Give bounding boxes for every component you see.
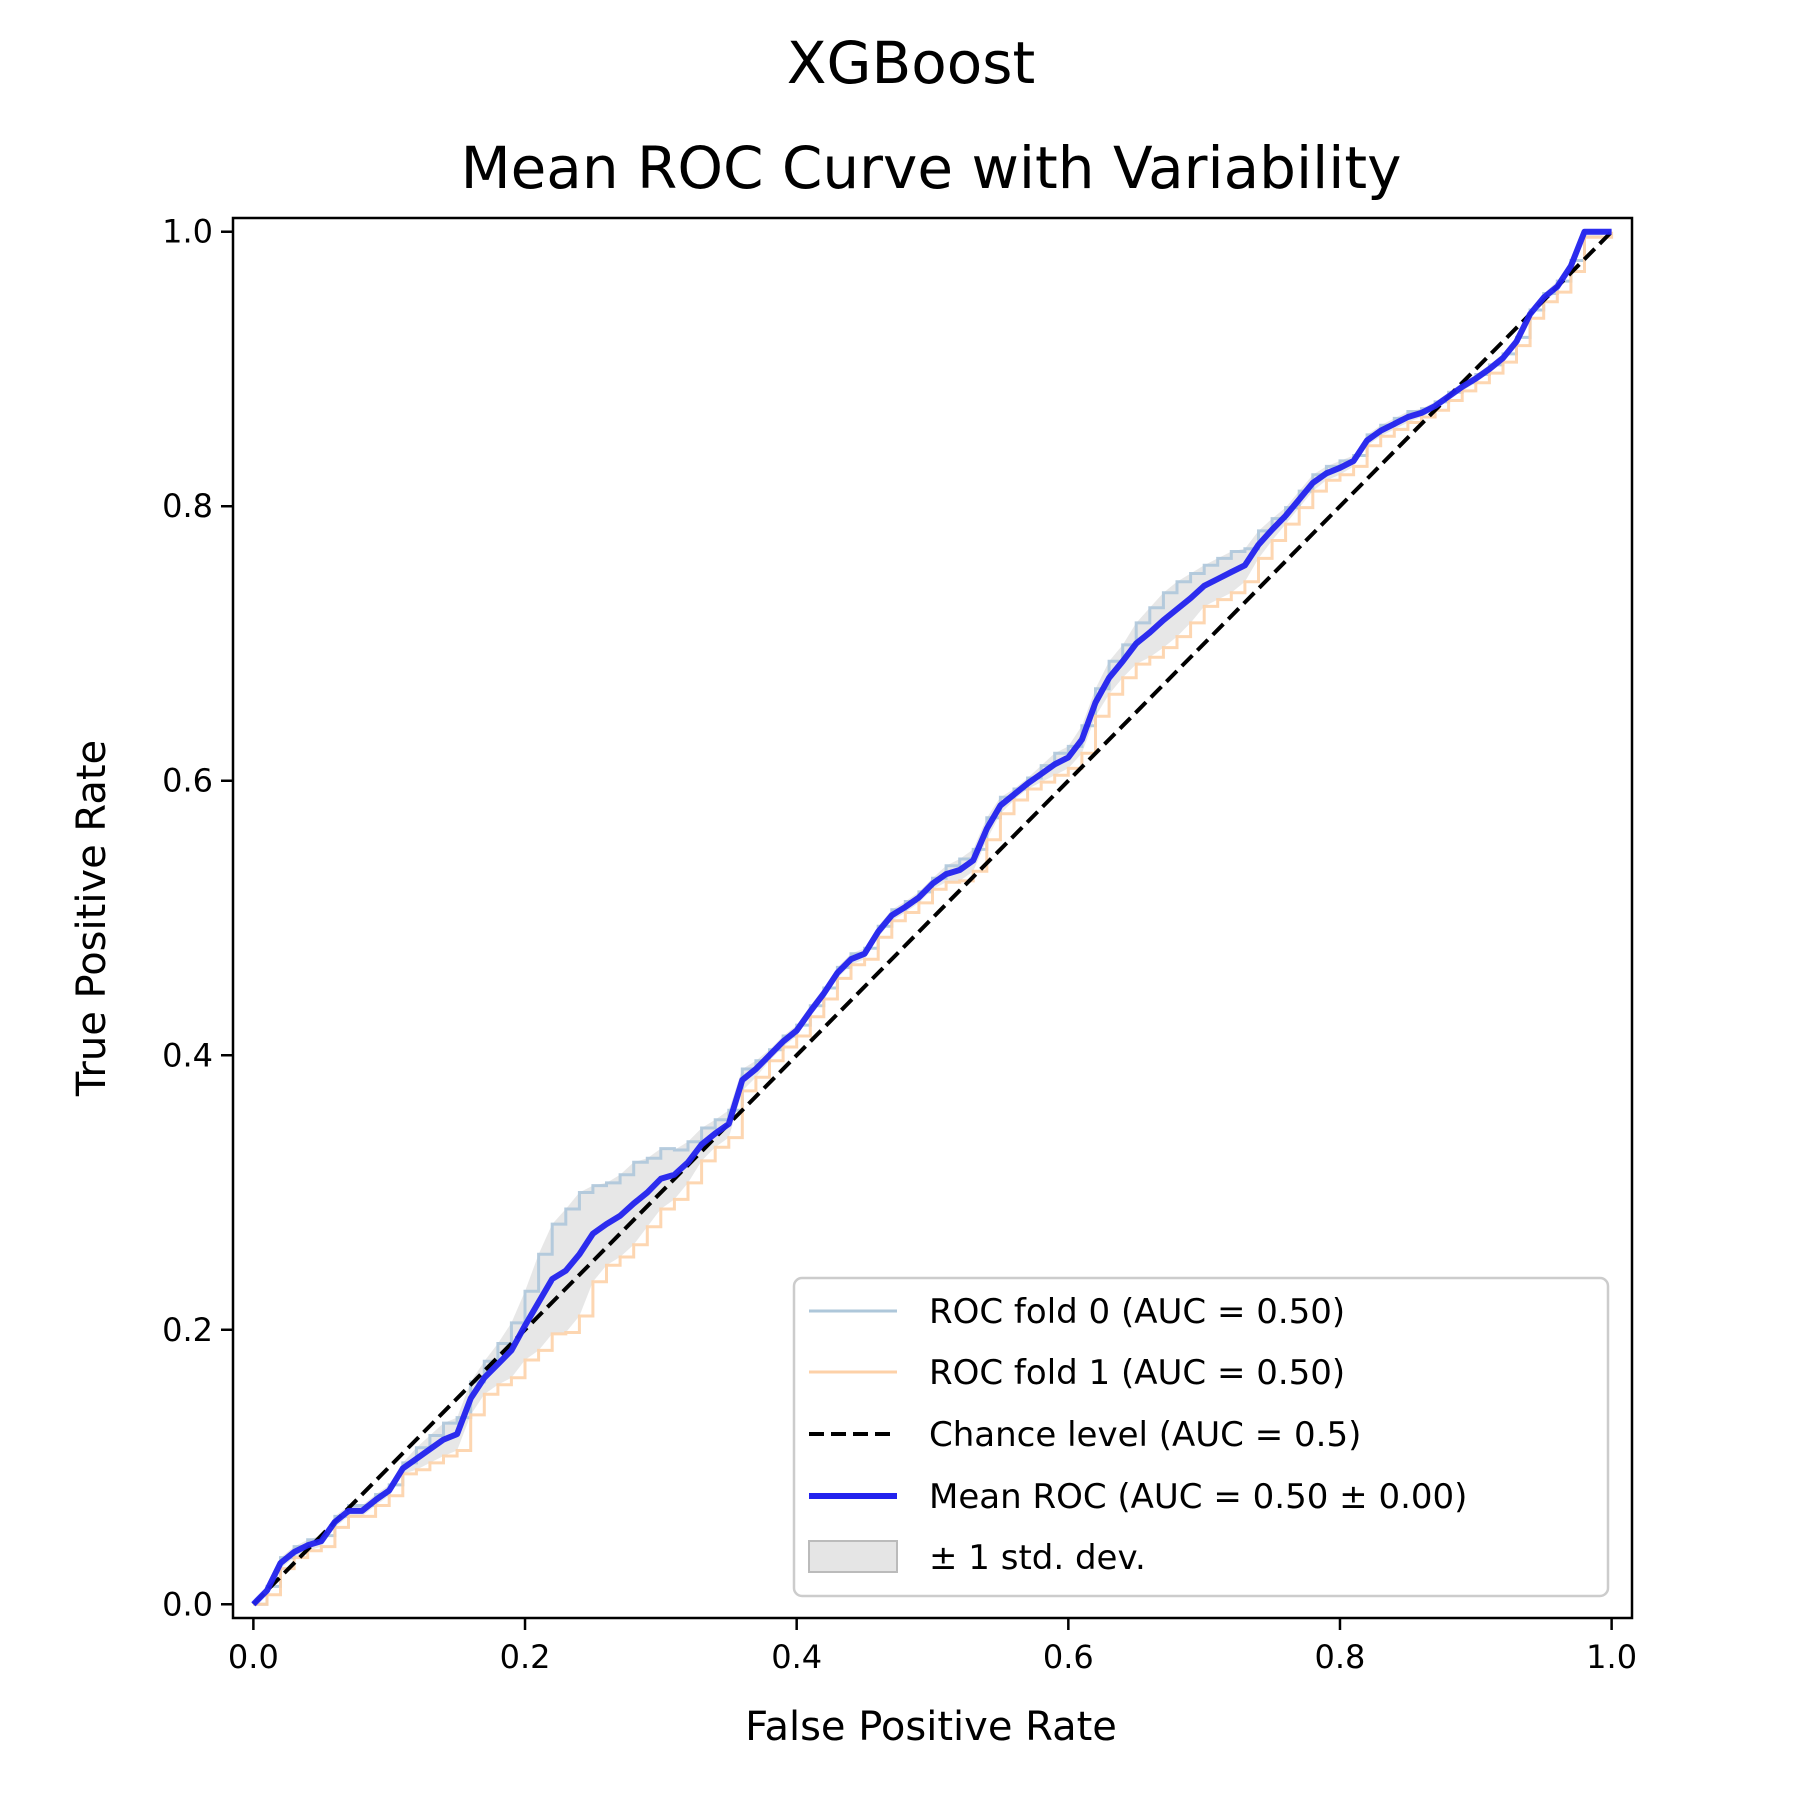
- legend-label-mean: Mean ROC (AUC = 0.50 ± 0.00): [929, 1477, 1467, 1517]
- y-tick-label: 1.0: [162, 213, 213, 251]
- chart-title: XGBoost: [787, 29, 1035, 97]
- y-tick-label: 0.8: [162, 487, 213, 525]
- legend-label-fold-1: ROC fold 1 (AUC = 0.50): [929, 1353, 1345, 1393]
- y-tick-label: 0.2: [162, 1311, 213, 1349]
- legend-label-chance: Chance level (AUC = 0.5): [929, 1415, 1361, 1455]
- y-tick-label: 0.0: [162, 1585, 213, 1623]
- x-axis-label: False Positive Rate: [745, 1704, 1117, 1750]
- y-tick-label: 0.6: [162, 762, 213, 800]
- roc-fold-1-line: [253, 231, 1614, 1606]
- x-tick-label: 0.8: [1315, 1638, 1366, 1676]
- chance-level-line: [251, 230, 1614, 1606]
- std-dev-band: [253, 231, 1612, 1605]
- chart-subtitle: Mean ROC Curve with Variability: [461, 134, 1402, 202]
- x-tick-label: 0.4: [771, 1638, 822, 1676]
- x-tick-label: 0.2: [500, 1638, 551, 1676]
- y-axis-label: True Positive Rate: [69, 740, 115, 1097]
- legend-label-std: ± 1 std. dev.: [929, 1538, 1146, 1578]
- axis-ticks: 0.0 0.2 0.4 0.6 0.8 1.0 0.0 0.2 0.4 0.6 0.8 1.0: [162, 213, 1637, 1676]
- legend-swatch-std: [808, 1540, 898, 1573]
- legend-label-fold-0: ROC fold 0 (AUC = 0.50): [929, 1292, 1345, 1332]
- plot-area: [251, 228, 1614, 1607]
- x-tick-label: 0.0: [228, 1638, 279, 1676]
- legend-box: [792, 1276, 1610, 1598]
- x-tick-label: 0.6: [1043, 1638, 1094, 1676]
- plot-frame: [231, 216, 1634, 1620]
- x-tick-label: 1.0: [1586, 1638, 1637, 1676]
- legend: ROC fold 0 (AUC = 0.50) ROC fold 1 (AUC …: [792, 1276, 1610, 1598]
- y-tick-label: 0.4: [162, 1036, 213, 1074]
- mean-roc-line: [251, 228, 1612, 1607]
